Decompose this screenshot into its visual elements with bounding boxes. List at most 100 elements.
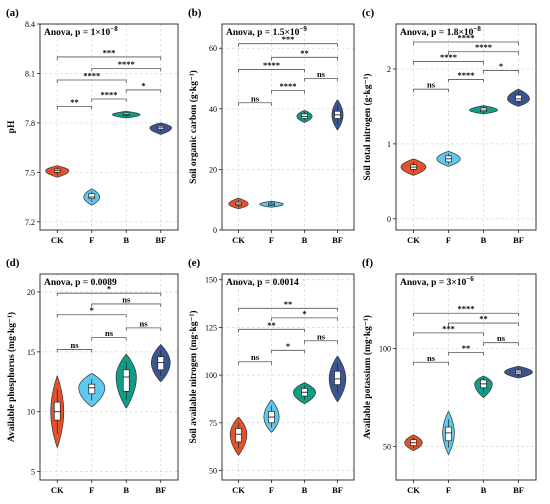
y-tick-label: 2 (387, 65, 391, 74)
sig-bracket (304, 78, 338, 82)
y-axis-label: Soil available nitrogen (mg·kg⁻¹) (188, 310, 199, 443)
anova-exponent: −6 (466, 275, 474, 283)
anova-label: Anova, p = 1×10−8 (44, 25, 118, 38)
anova-text: Anova, p = 0.0089 (44, 278, 117, 288)
y-tick-label: 7.5 (25, 168, 35, 177)
sig-bracket (413, 61, 484, 65)
y-tick-label: 125 (205, 323, 217, 332)
y-tick-label: 50 (383, 443, 391, 452)
y-tick-label: 0 (213, 226, 217, 235)
sig-bracket (91, 68, 162, 72)
sig-bracket (238, 43, 338, 47)
y-tick-label: 7.8 (25, 119, 35, 128)
sig-label: ns (497, 333, 506, 343)
anova-text: Anova, p = 0.0014 (226, 278, 299, 288)
y-axis-label: Soil organic carbon (g·kg⁻¹) (188, 70, 199, 184)
anova-text: Anova, p = 1×10 (44, 28, 111, 38)
x-tick-label: CK (232, 485, 245, 495)
sig-bracket (483, 70, 519, 74)
anova-label: Anova, p = 0.0089 (44, 278, 117, 288)
sig-bracket (91, 98, 127, 102)
y-tick-label: 100 (379, 345, 391, 354)
sig-label: * (90, 305, 94, 315)
x-tick-label: CK (232, 235, 245, 245)
sig-bracket (56, 56, 162, 60)
sig-label: ** (284, 299, 293, 309)
anova-exponent: −8 (473, 25, 481, 33)
sig-bracket (238, 102, 272, 106)
anova-exponent: −9 (299, 25, 307, 33)
y-tick-label: 20 (209, 165, 217, 174)
sig-label: * (141, 80, 145, 90)
box-F (445, 426, 452, 442)
sig-label: **** (118, 59, 135, 69)
plot-frame (39, 23, 179, 231)
x-tick-label: B (123, 235, 129, 245)
anova-label: Anova, p = 3×10−6 (400, 275, 474, 288)
sig-bracket (56, 106, 93, 110)
x-tick-label: BF (332, 485, 343, 495)
x-tick-label: F (269, 485, 274, 495)
y-tick-label: 50 (209, 466, 217, 475)
y-tick-label: 1 (387, 140, 391, 149)
sig-label: **** (280, 81, 297, 91)
box-B (122, 369, 130, 392)
y-tick-label: 8.1 (25, 69, 35, 78)
x-tick-label: CK (407, 485, 420, 495)
panel-letter: (e) (188, 257, 201, 269)
x-tick-label: BF (155, 485, 166, 495)
sig-bracket (271, 90, 305, 94)
sig-bracket (56, 292, 162, 297)
sig-label: * (107, 284, 111, 294)
x-tick-label: B (123, 485, 129, 495)
x-tick-label: CK (51, 235, 64, 245)
y-tick-label: 10 (27, 408, 35, 417)
y-tick-label: 20 (27, 288, 35, 297)
box-F (88, 383, 96, 395)
anova-label: Anova, p = 0.0014 (226, 278, 299, 288)
x-tick-label: B (481, 485, 487, 495)
plot-frame (221, 23, 355, 231)
box-BF (157, 356, 165, 371)
y-tick-label: 0 (387, 215, 391, 224)
sig-label: **** (83, 71, 100, 81)
anova-text: Anova, p = 1.8×10 (400, 28, 474, 38)
plot-frame (221, 273, 355, 481)
sig-bracket (413, 41, 519, 45)
box-BF (515, 94, 522, 102)
sig-label: ** (462, 343, 471, 353)
x-tick-label: F (446, 235, 451, 245)
sig-bracket (56, 314, 127, 318)
sig-label: ns (122, 294, 131, 304)
panel-a: 7.27.57.88.18.4CK F B BF******************A… (6, 7, 179, 245)
y-tick-label: 150 (205, 276, 217, 285)
panel-letter: (b) (188, 7, 202, 19)
sig-bracket (56, 349, 93, 353)
sig-bracket (448, 352, 484, 356)
sig-bracket (448, 79, 484, 83)
anova-text: Anova, p = 3×10 (400, 278, 467, 288)
panel-letter: (f) (362, 257, 373, 269)
x-tick-label: F (269, 235, 274, 245)
sig-label: **** (101, 89, 118, 99)
y-tick-label: 7.2 (25, 218, 35, 227)
panel-letter: (d) (6, 257, 20, 269)
sig-label: ns (105, 328, 114, 338)
anova-label: Anova, p = 1.8×10−8 (400, 25, 481, 38)
sig-bracket (238, 361, 272, 365)
y-tick-label: 60 (209, 44, 217, 53)
sig-bracket (271, 349, 305, 354)
x-tick-label: B (302, 485, 308, 495)
x-tick-label: F (89, 485, 94, 495)
x-tick-label: B (302, 235, 308, 245)
sig-label: * (286, 341, 290, 351)
sig-label: ns (251, 352, 260, 362)
sig-label: *** (282, 34, 295, 44)
y-axis-label: Soil total nitrogen (g·kg⁻¹) (362, 73, 373, 180)
sig-bracket (413, 312, 519, 317)
